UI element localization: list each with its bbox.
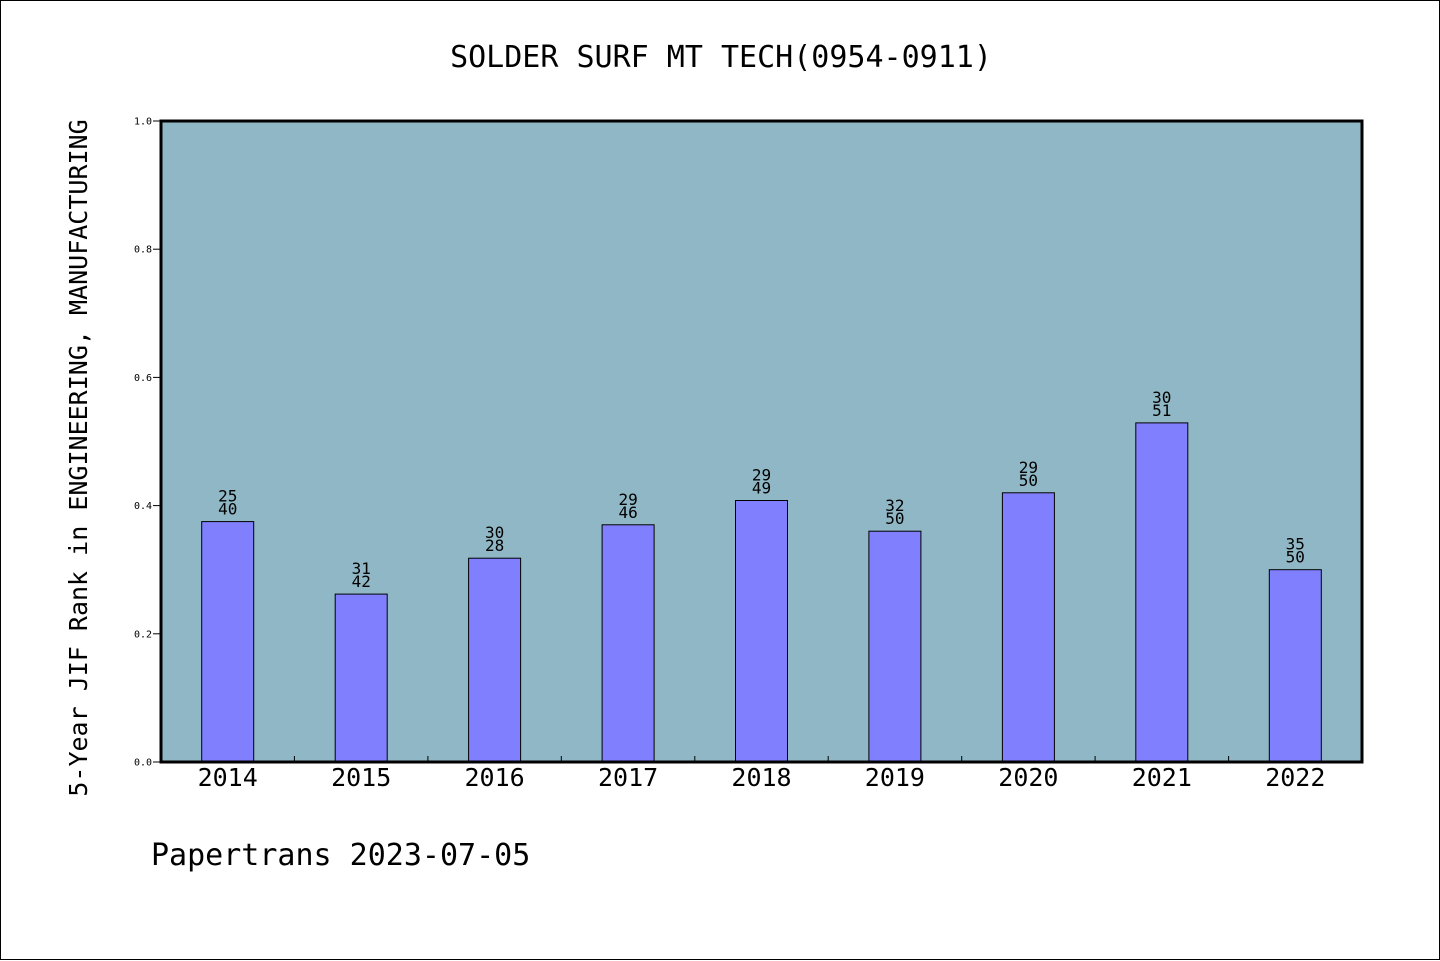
bar-2016: [468, 557, 522, 763]
bar-label-top-2019: 32: [885, 496, 904, 515]
x-tick-label-2016: 2016: [464, 763, 524, 792]
bar-label-top-2021: 30: [1152, 388, 1171, 407]
bar-label-bottom-2016: 28: [485, 536, 504, 555]
x-tick-label-2021: 2021: [1132, 763, 1192, 792]
bar-2015: [334, 593, 388, 763]
bar-label-top-2018: 29: [752, 466, 771, 485]
footer-credit: Papertrans 2023-07-05: [151, 838, 530, 873]
bar-2019: [868, 530, 922, 763]
bar-2018: [735, 500, 788, 763]
bar-2022: [1268, 569, 1322, 763]
bar-label-top-2016: 30: [485, 523, 504, 542]
bar-label-bottom-2020: 50: [1019, 471, 1038, 490]
y-tick-label: 0.0: [134, 758, 152, 769]
y-axis-ticks: 0.0 0.2 0.4 0.6 0.8 1.0: [134, 117, 161, 769]
chart-title: SOLDER SURF MT TECH(0954-0911): [450, 40, 992, 75]
bar-2017: [601, 524, 655, 763]
bar-label-bottom-2018: 49: [752, 479, 771, 498]
bar-label-bottom-2019: 50: [885, 509, 904, 528]
y-tick-label: 0.8: [134, 245, 152, 256]
y-axis-label: 5-Year JIF Rank in ENGINEERING, MANUFACT…: [64, 119, 93, 796]
x-tick-label-2014: 2014: [198, 763, 258, 792]
x-tick-label-2017: 2017: [598, 763, 658, 792]
y-tick-label: 0.2: [134, 629, 152, 640]
bar-label-top-2020: 29: [1019, 458, 1038, 477]
bar-label-top-2022: 35: [1286, 535, 1305, 554]
bar-label-top-2014: 25: [218, 487, 237, 506]
x-tick-label-2019: 2019: [865, 763, 925, 792]
bar-label-bottom-2021: 51: [1152, 401, 1171, 420]
x-tick-label-2022: 2022: [1265, 763, 1325, 792]
bar-2021: [1135, 422, 1189, 763]
bar-label-bottom-2022: 50: [1286, 548, 1305, 567]
y-tick-label: 1.0: [134, 117, 152, 128]
bar-label-bottom-2017: 46: [618, 503, 637, 522]
bar-2014: [201, 521, 255, 763]
y-tick-label: 0.4: [134, 501, 152, 512]
x-axis-ticks: 2014 2015 2016 2017 2018 2019 2020 2021 2022: [198, 756, 1325, 792]
bars-group: [201, 422, 1322, 763]
bar-label-bottom-2015: 42: [352, 572, 371, 591]
bar-label-bottom-2014: 40: [218, 500, 237, 519]
bar-label-top-2015: 31: [352, 559, 371, 578]
y-tick-label: 0.6: [134, 373, 152, 384]
plot-border: [159, 119, 1364, 764]
x-tick-label-2018: 2018: [731, 763, 791, 792]
x-tick-label-2020: 2020: [998, 763, 1058, 792]
x-tick-label-2015: 2015: [331, 763, 391, 792]
bar-2020: [1001, 492, 1055, 763]
bar-label-top-2017: 29: [618, 490, 637, 509]
